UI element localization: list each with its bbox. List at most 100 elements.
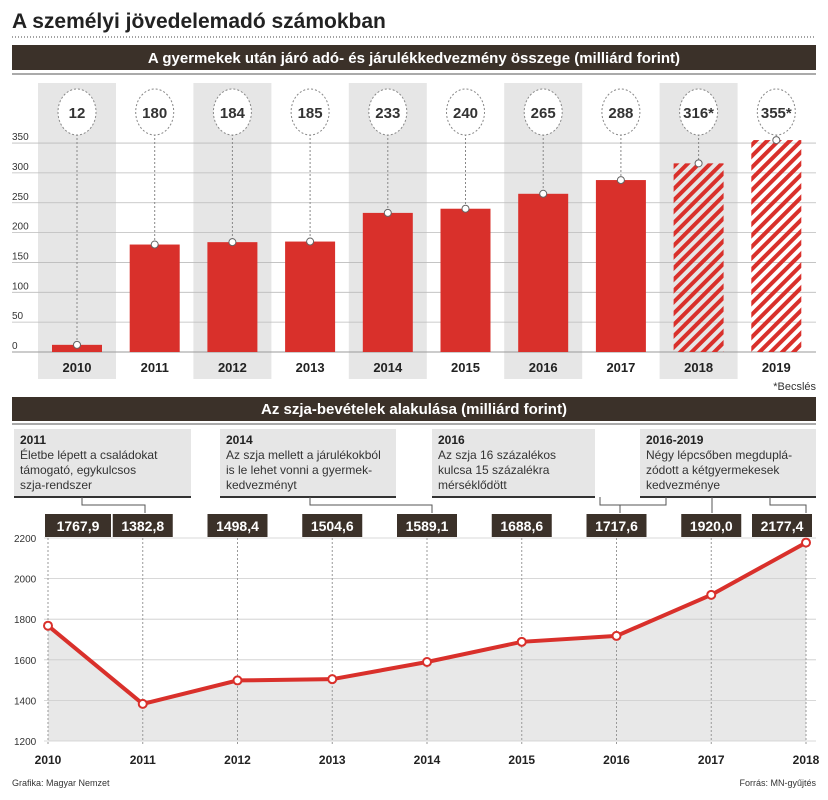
annotation-text: Az szja mellett a járulékokból: [226, 448, 381, 462]
value-label-box: [302, 514, 363, 537]
data-point: [327, 674, 338, 685]
bar-value-label: 185: [298, 105, 323, 122]
bar: [285, 241, 336, 352]
x-tick-label: 2010: [63, 360, 92, 375]
y-tick-label: 200: [12, 222, 29, 233]
bar-value-label: 288: [608, 105, 633, 122]
bar: [362, 212, 413, 352]
area-value-label: 1688,6: [500, 518, 543, 534]
annotation-connector: [619, 497, 667, 513]
value-bubble: [601, 88, 641, 136]
bar-chart-header: [12, 45, 816, 70]
annotation-box: [220, 429, 396, 497]
y-tick-label: 2000: [14, 575, 37, 586]
y-tick-label: 100: [12, 281, 29, 292]
x-tick-label: 2014: [414, 753, 441, 767]
x-tick-label: 2017: [698, 753, 725, 767]
area-value-label: 1589,1: [406, 518, 449, 534]
bar-marker: [772, 136, 781, 145]
value-label-box: [491, 514, 552, 537]
annotation-text: Négy lépcsőben megduplá-: [646, 448, 792, 462]
annotation-year: 2016: [438, 433, 465, 447]
value-label-box: [586, 514, 647, 537]
bar-value-label: 180: [142, 105, 167, 122]
x-tick-label: 2015: [508, 753, 535, 767]
bar: [440, 208, 491, 352]
value-bubble: [212, 88, 252, 136]
data-point: [422, 657, 432, 668]
bar: [129, 244, 180, 352]
x-tick-label: 2011: [141, 360, 169, 375]
x-tick-label: 2010: [35, 753, 62, 767]
bar-value-label: 233: [375, 105, 400, 122]
data-point: [516, 636, 527, 647]
area-value-label: 2177,4: [761, 518, 804, 534]
x-tick-label: 2016: [603, 753, 630, 767]
bar-value-label: 240: [453, 105, 478, 122]
y-tick-label: 150: [12, 251, 29, 262]
annotation-text: támogató, egykulcsos: [20, 463, 136, 477]
annotation-connector: [769, 497, 807, 513]
y-tick-label: 250: [12, 192, 29, 203]
area-value-label: 1498,4: [216, 518, 259, 534]
value-label-box: [45, 514, 111, 537]
annotation-connector: [81, 497, 146, 513]
bar-chart-title: A gyermekek után járó adó- és járulékked…: [148, 50, 680, 67]
area-value-label: 1920,0: [690, 518, 733, 534]
annotation-text: szja-rendszer: [20, 478, 92, 492]
bar-marker: [694, 159, 703, 168]
bar-marker: [539, 189, 548, 198]
data-point: [706, 589, 717, 600]
y-tick-label: 2200: [14, 534, 37, 545]
value-bubble: [57, 88, 97, 136]
y-tick-label: 1800: [14, 615, 37, 626]
x-tick-label: 2013: [319, 753, 346, 767]
value-bubble: [756, 88, 796, 136]
x-tick-label: 2013: [296, 360, 325, 375]
bar-marker: [228, 238, 237, 247]
bar-marker: [383, 208, 392, 217]
estimate-note: *Becslés: [773, 381, 816, 393]
footer-source: Forrás: MN-gyűjtés: [739, 778, 816, 788]
value-bubble: [135, 88, 175, 136]
bar: [518, 193, 569, 352]
footer-credit: Grafika: Magyar Nemzet: [12, 778, 110, 788]
bar: [673, 163, 724, 352]
data-point: [801, 537, 811, 548]
data-point: [43, 620, 53, 631]
annotation-connector: [599, 497, 621, 513]
x-tick-label: 2012: [218, 360, 247, 375]
y-tick-label: 0: [12, 341, 18, 352]
value-label-box: [207, 514, 268, 537]
data-point: [232, 675, 243, 686]
x-tick-label: 2016: [529, 360, 558, 375]
bar-value-label: 12: [69, 105, 86, 122]
annotation-text: kulcsa 15 százalékra: [438, 463, 550, 477]
area-value-label: 1767,9: [57, 518, 100, 534]
value-bubble: [679, 88, 719, 136]
data-point: [611, 630, 622, 641]
bar-marker: [306, 237, 315, 246]
value-label-box: [112, 514, 173, 537]
x-tick-label: 2019: [762, 360, 791, 375]
annotation-text: Az szja 16 százalékos: [438, 448, 556, 462]
annotation-box: [432, 429, 595, 497]
y-tick-label: 350: [12, 132, 29, 143]
annotation-connector: [309, 497, 433, 513]
x-tick-label: 2014: [373, 360, 403, 375]
x-tick-label: 2011: [130, 753, 156, 767]
area-value-label: 1382,8: [121, 518, 164, 534]
y-tick-label: 1200: [14, 737, 37, 748]
x-tick-label: 2018: [793, 753, 820, 767]
bar-marker: [616, 176, 625, 185]
value-label-box: [397, 514, 457, 537]
value-bubble: [446, 88, 485, 136]
bar-value-label: 184: [220, 105, 246, 122]
value-bubble: [290, 88, 330, 136]
bar-value-label: 316*: [683, 105, 714, 122]
bar-value-label: 355*: [761, 105, 792, 122]
bar: [751, 140, 802, 352]
annotation-text: zódott a kétgyermekesek: [646, 463, 780, 477]
annotation-year: 2011: [20, 433, 46, 447]
